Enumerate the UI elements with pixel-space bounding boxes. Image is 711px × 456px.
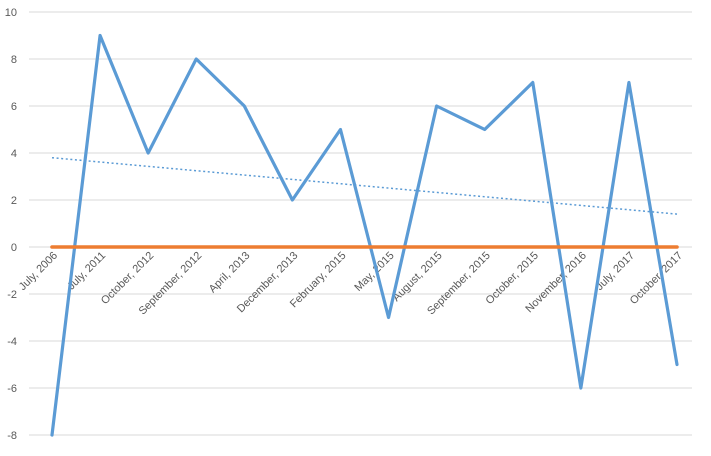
y-axis-tick-label: -4 [7,336,17,348]
y-axis-tick-label: 2 [11,195,17,207]
trendline-dotted [51,156,678,215]
y-axis-tick-label: -2 [7,289,17,301]
y-axis-tick-label: 4 [11,148,17,160]
y-axis-tick-label: 6 [11,101,17,113]
y-axis-tick-label: 0 [11,242,17,254]
series-line-main-series [50,33,679,437]
y-axis-tick-label: -6 [7,383,17,395]
y-axis-tick-label: 10 [5,7,17,19]
y-axis-tick-label: -8 [7,430,17,442]
y-axis-tick-label: 8 [11,54,17,66]
